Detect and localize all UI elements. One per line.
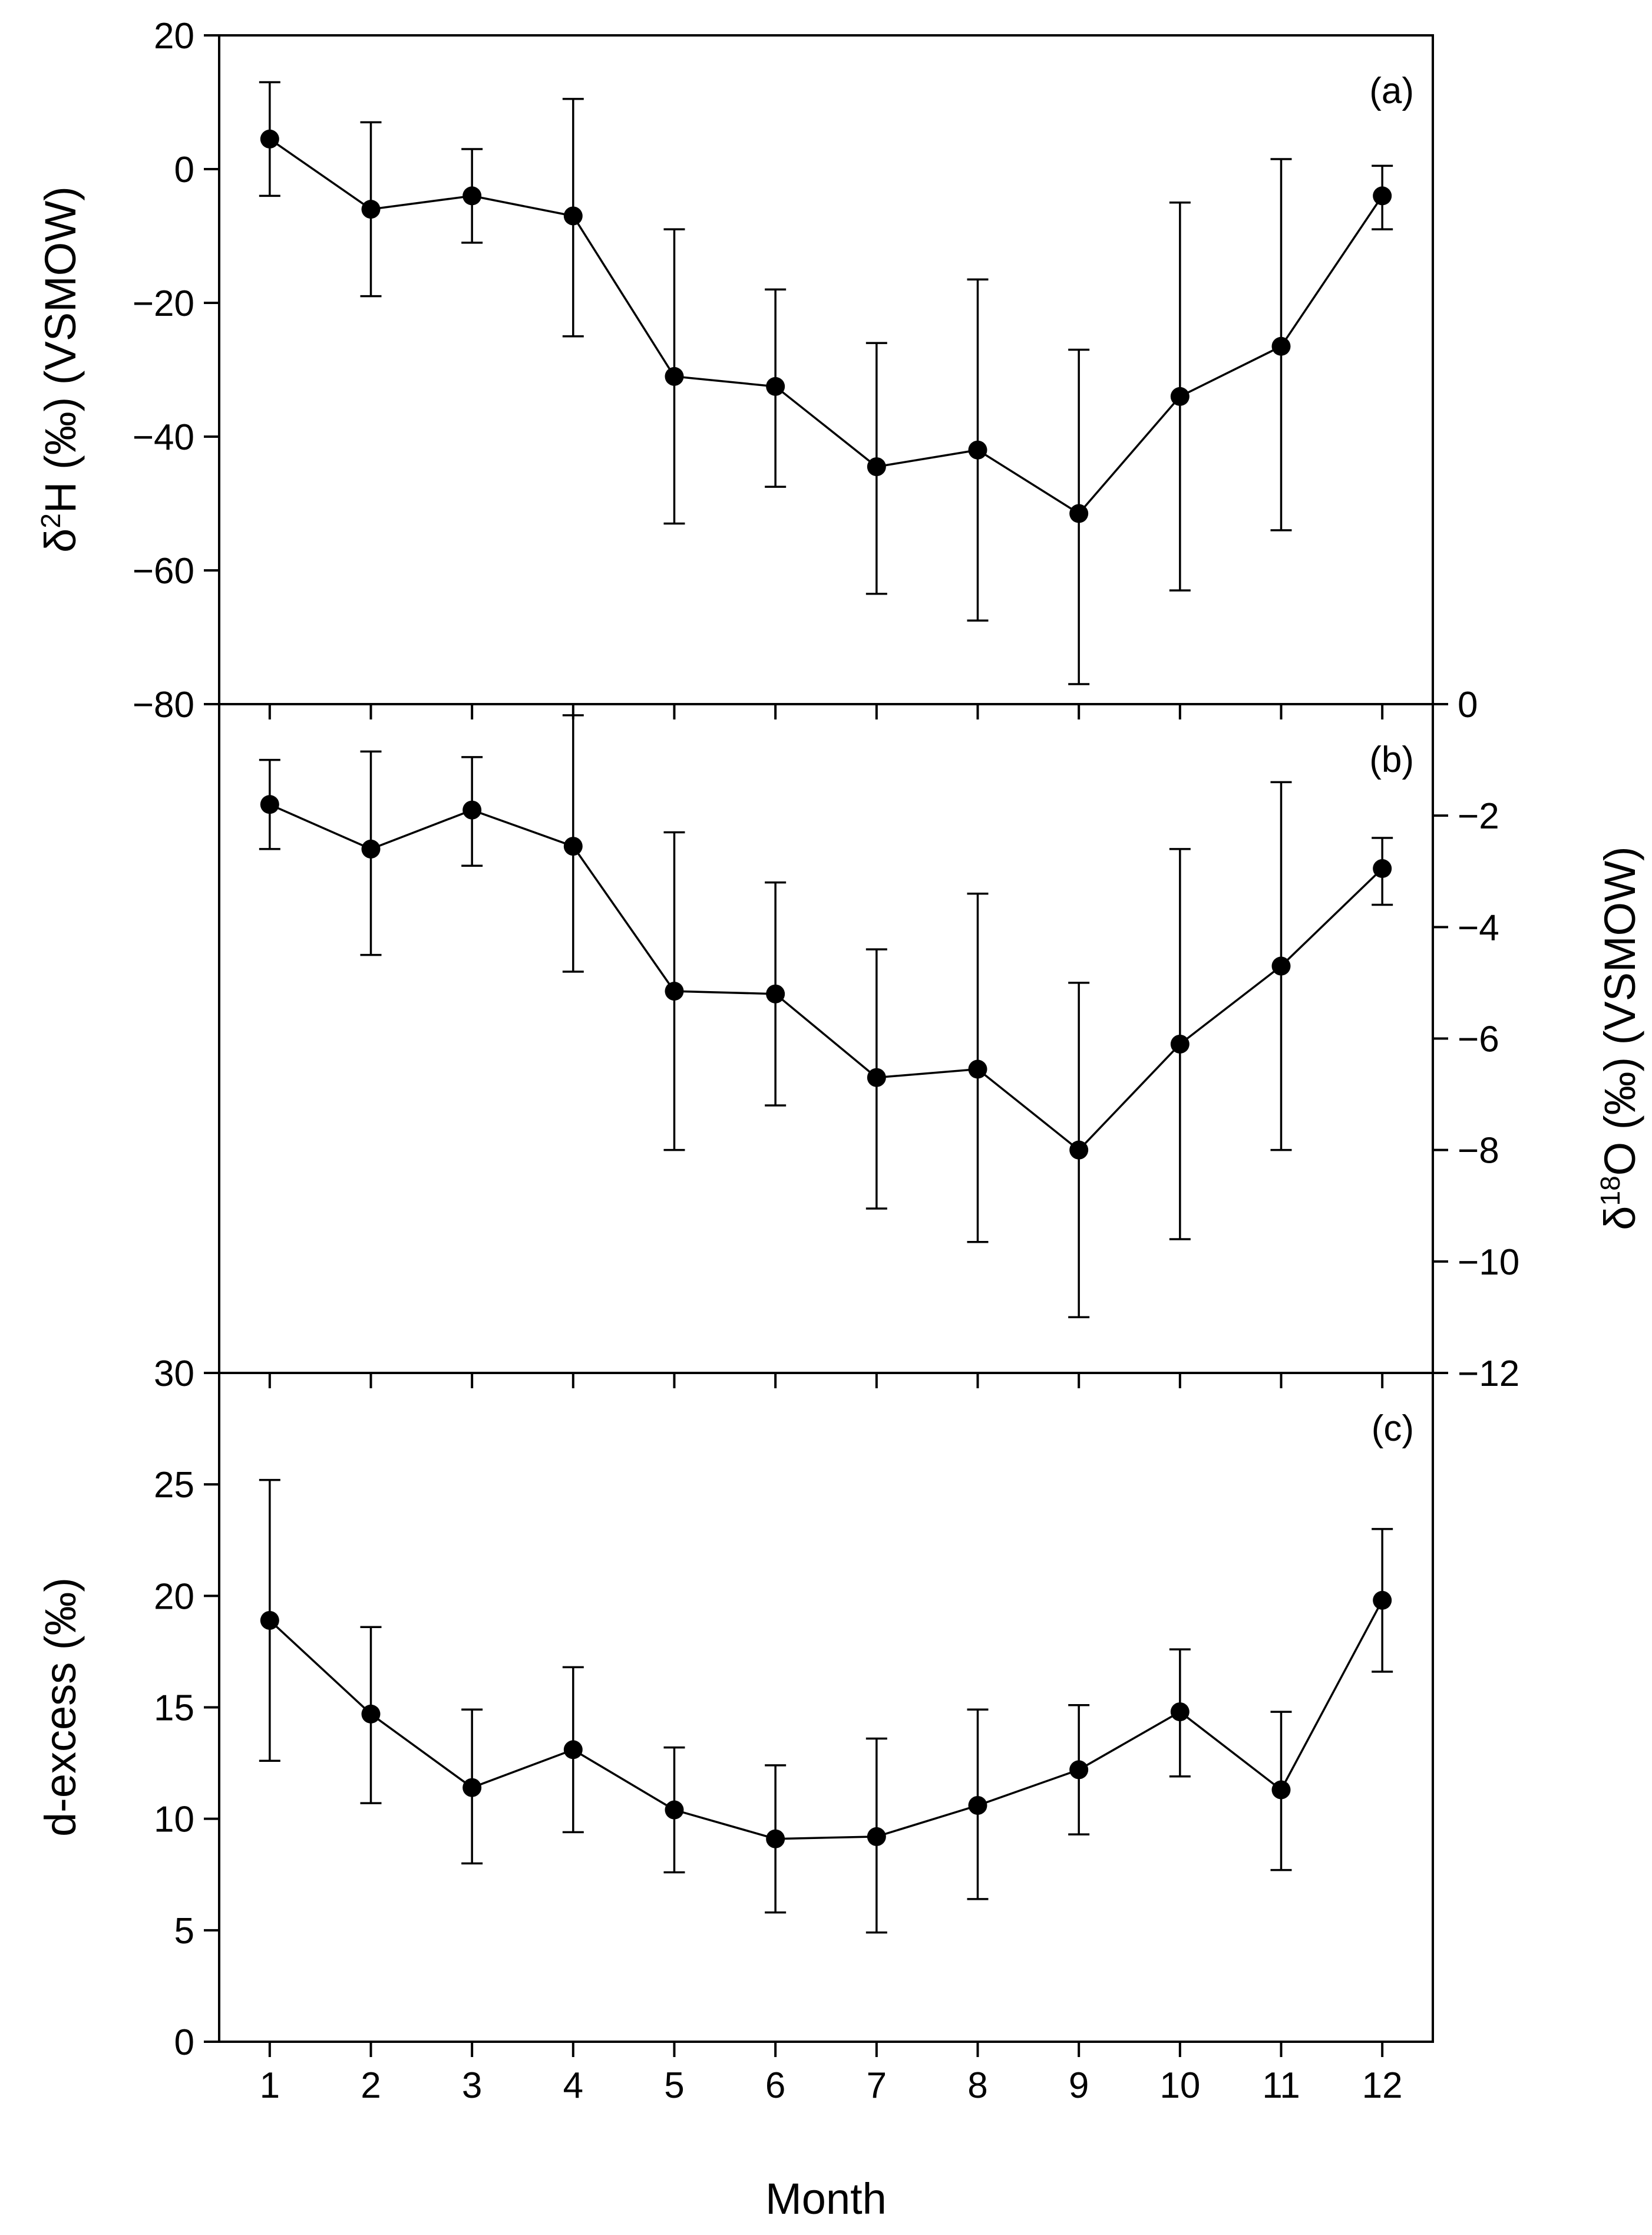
panel-b-ytick-label: −8	[1458, 1131, 1499, 1171]
x-tick-label: 8	[967, 2065, 987, 2106]
panel-c-ytick-label: 10	[154, 1800, 194, 1840]
panel-a-ytick-label: −40	[133, 417, 194, 458]
panel-b-ylabel: δ18O (‰) (VSMOW)	[1595, 846, 1644, 1230]
x-tick-label: 12	[1362, 2065, 1403, 2106]
panel-a-data-point	[1069, 504, 1089, 523]
panel-b-ylabel-rest: O (‰) (VSMOW)	[1595, 846, 1644, 1176]
data-layer	[259, 81, 1393, 1934]
panel-c-ytick-label: 20	[154, 1576, 194, 1617]
panel-a-data-point	[260, 129, 279, 148]
panel-c-data-point	[1170, 1702, 1190, 1722]
x-tick-label: 4	[563, 2065, 583, 2106]
panel-a-data-point	[665, 367, 684, 386]
panel-a-ylabel-rest: H (‰) (VSMOW)	[36, 186, 85, 513]
panel-b-ylabel-delta: δ	[1595, 1206, 1644, 1230]
panel-b-data-point	[1170, 1034, 1190, 1054]
panel-c-data-point	[968, 1795, 987, 1815]
panel-a-data-point	[766, 377, 785, 396]
x-tick-label: 3	[462, 2065, 482, 2106]
panel-c-series-line	[269, 1600, 1383, 1840]
panel-c-ytick-label: 15	[154, 1688, 194, 1729]
panel-b-data-point	[665, 982, 684, 1001]
panel-a-ylabel-sup: 2	[35, 513, 66, 529]
panel-c-ytick-label: 30	[154, 1353, 194, 1394]
panel-a-label: (a)	[1369, 71, 1414, 111]
panel-a-ytick-label: −80	[133, 685, 194, 725]
panel-b-data-point	[1373, 859, 1392, 879]
panel-c-data-point	[563, 1740, 583, 1759]
panel-b-ytick-label: −12	[1458, 1353, 1519, 1394]
panel-b-label: (b)	[1369, 740, 1414, 780]
panel-c-data-point	[867, 1827, 886, 1846]
panel-c-ytick-label: 25	[154, 1465, 194, 1506]
panel-b-data-point	[766, 984, 785, 1003]
panel-b-data-point	[968, 1059, 987, 1079]
panel-a-ytick-label: −60	[133, 551, 194, 592]
panel-c-frame	[218, 1372, 1434, 2043]
panel-a-data-point	[1271, 336, 1291, 356]
panel-b-data-point	[563, 837, 583, 856]
x-tick-label: 11	[1262, 2065, 1300, 2106]
panel-a-data-point	[361, 200, 381, 219]
x-axis-title: Month	[765, 2174, 887, 2223]
panel-b-data-point	[867, 1068, 886, 1087]
panel-b-data-point	[1271, 956, 1291, 976]
panel-b-data-point	[260, 795, 279, 814]
panel-c-data-point	[462, 1778, 482, 1797]
panel-a-ytick-label: 0	[174, 150, 194, 190]
panel-c-data-point	[1271, 1780, 1291, 1800]
panel-a-data-point	[462, 186, 482, 206]
panel-c-label: (c)	[1372, 1408, 1414, 1449]
panel-a-series-line	[269, 138, 1383, 515]
x-tick-label: 5	[664, 2065, 684, 2106]
panel-a-ylabel-delta: δ	[36, 529, 85, 553]
x-tick-label: 10	[1159, 2065, 1200, 2106]
panel-b-ytick-label: −6	[1458, 1019, 1499, 1060]
panel-b-ytick-label: −10	[1458, 1242, 1519, 1283]
panel-a-ylabel: δ2H (‰) (VSMOW)	[35, 186, 85, 553]
x-tick-label: 6	[765, 2065, 785, 2106]
panel-c-data-point	[766, 1829, 785, 1848]
panel-b-data-point	[361, 839, 381, 859]
panel-c-ylabel: d-excess (‰)	[36, 1577, 85, 1837]
panel-b-series-line	[269, 803, 1383, 1152]
panel-a-data-point	[1170, 387, 1190, 406]
tick-layer: −80−60−40−20020−12−10−8−6−4−200510152025…	[133, 16, 1519, 2106]
panel-c-data-point	[361, 1704, 381, 1724]
panel-b-ytick-label: −4	[1458, 907, 1499, 948]
panel-a-ytick-label: −20	[133, 283, 194, 324]
panel-b-data-point	[462, 800, 482, 820]
panel-a-data-point	[1373, 186, 1392, 206]
x-tick-label: 1	[260, 2065, 280, 2106]
panel-c-data-point	[665, 1800, 684, 1820]
panel-a-ytick-label: 20	[154, 16, 194, 57]
panel-a-data-point	[563, 206, 583, 226]
panel-c-data-point	[260, 1610, 279, 1630]
panel-b-frame	[218, 703, 1434, 1374]
panel-b-data-point	[1069, 1140, 1089, 1160]
x-tick-label: 9	[1069, 2065, 1089, 2106]
panel-b-ytick-label: −2	[1458, 796, 1499, 837]
x-tick-label: 7	[867, 2065, 887, 2106]
panel-c-ytick-label: 0	[174, 2022, 194, 2063]
panel-a-frame	[218, 34, 1434, 705]
panel-c-ytick-label: 5	[174, 1911, 194, 1952]
panel-c-data-point	[1373, 1590, 1392, 1610]
x-tick-label: 2	[361, 2065, 381, 2106]
panel-b-ylabel-sup: 18	[1595, 1176, 1625, 1206]
panel-a-data-point	[867, 457, 886, 477]
panel-b-ytick-label: 0	[1458, 685, 1478, 725]
panel-c-data-point	[1069, 1760, 1089, 1780]
panel-a-data-point	[968, 440, 987, 460]
